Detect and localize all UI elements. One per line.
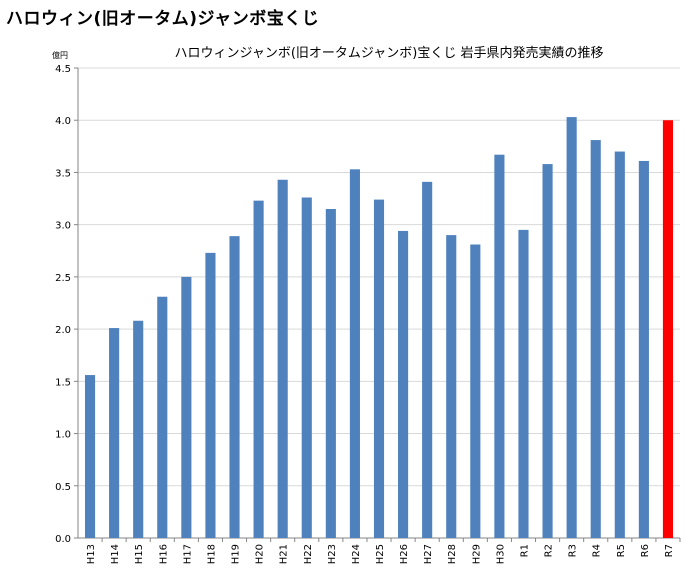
bar-h18 bbox=[205, 252, 216, 538]
x-tick-label: H15 bbox=[134, 544, 145, 564]
bar-h22 bbox=[301, 197, 312, 538]
y-tick-label: 4.5 bbox=[55, 64, 71, 75]
x-tick-label: R1 bbox=[519, 544, 530, 557]
x-tick-label: H26 bbox=[399, 544, 410, 564]
y-tick-label: 0.0 bbox=[55, 534, 71, 545]
x-tick-label: H23 bbox=[327, 544, 338, 564]
bar-h25 bbox=[373, 199, 385, 538]
y-tick-label: 4.0 bbox=[55, 116, 71, 127]
y-tick-label: 0.5 bbox=[55, 482, 71, 493]
chart-title: ハロウィンジャンボ(旧オータムジャンボ)宝くじ 岩手県内発売実績の推移 bbox=[174, 46, 604, 61]
x-tick-label: H14 bbox=[110, 544, 121, 564]
bar-h27 bbox=[422, 181, 433, 538]
y-tick-label: 2.5 bbox=[55, 273, 71, 284]
bar-r3 bbox=[566, 117, 577, 538]
page-heading: ハロウィン(旧オータム)ジャンボ宝くじ bbox=[6, 9, 320, 29]
x-tick-label: H29 bbox=[471, 544, 482, 564]
bar-h23 bbox=[325, 209, 336, 538]
x-tick-label: R3 bbox=[568, 544, 579, 557]
x-tick-label: R7 bbox=[664, 544, 675, 557]
x-tick-label: H21 bbox=[279, 544, 290, 564]
y-tick-label: 2.0 bbox=[55, 325, 71, 336]
y-tick-label: 3.0 bbox=[55, 221, 71, 232]
bar-r7 bbox=[662, 120, 674, 538]
x-tick-label: H20 bbox=[255, 544, 266, 564]
x-tick-label: H13 bbox=[86, 544, 97, 564]
bar-h16 bbox=[157, 296, 168, 538]
x-tick-label: H28 bbox=[447, 544, 458, 564]
x-tick-label: H25 bbox=[375, 544, 386, 564]
bar-h21 bbox=[277, 179, 288, 538]
bar-r2 bbox=[542, 164, 553, 539]
y-tick-label: 1.0 bbox=[55, 430, 71, 441]
y-tick-label: 1.5 bbox=[55, 377, 71, 388]
x-tick-label: H22 bbox=[303, 544, 314, 564]
x-tick-label: H18 bbox=[206, 544, 217, 564]
x-tick-label: R2 bbox=[544, 544, 555, 557]
bar-r4 bbox=[590, 140, 601, 539]
x-tick-label: H19 bbox=[231, 544, 242, 564]
bar-h14 bbox=[109, 328, 120, 538]
bar-h30 bbox=[494, 154, 505, 538]
bar-h29 bbox=[470, 244, 481, 538]
bar-r5 bbox=[614, 151, 625, 539]
x-tick-label: R6 bbox=[640, 544, 651, 557]
y-axis-unit-label: 億円 bbox=[52, 51, 68, 60]
bar-r1 bbox=[518, 229, 529, 538]
y-tick-label: 3.5 bbox=[55, 168, 71, 179]
x-tick-label: H17 bbox=[182, 544, 193, 564]
bar-h28 bbox=[446, 235, 457, 538]
bar-h15 bbox=[133, 320, 144, 538]
bar-h20 bbox=[253, 200, 264, 538]
bar-h17 bbox=[181, 276, 192, 538]
x-tick-label: H16 bbox=[158, 544, 169, 564]
bar-h19 bbox=[229, 236, 240, 538]
bar-h26 bbox=[398, 230, 409, 538]
x-tick-label: R4 bbox=[592, 544, 603, 557]
bar-r6 bbox=[638, 160, 649, 538]
x-tick-label: R5 bbox=[616, 544, 627, 557]
bar-h24 bbox=[349, 169, 360, 539]
bar-h13 bbox=[84, 375, 96, 538]
x-tick-label: H30 bbox=[495, 544, 506, 564]
x-tick-label: H24 bbox=[351, 544, 362, 564]
x-tick-label: H27 bbox=[423, 544, 434, 564]
